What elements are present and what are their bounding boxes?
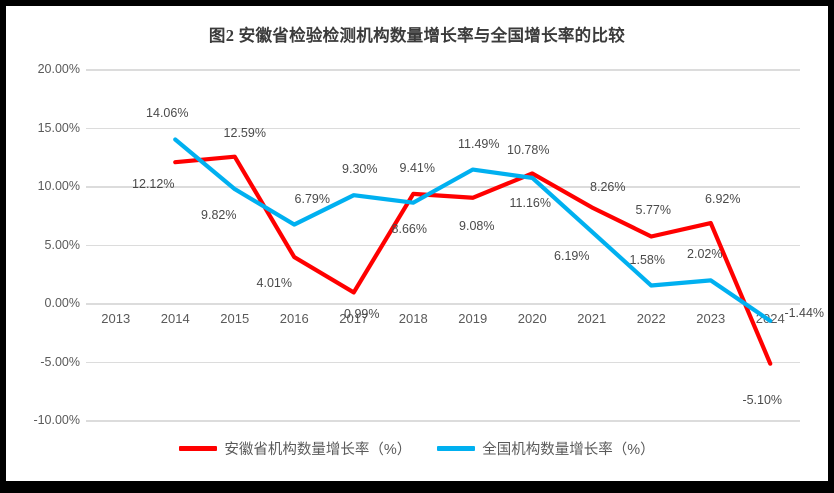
x-axis-tick-label: 2020 xyxy=(517,311,547,326)
y-axis-tick-label: 10.00% xyxy=(37,179,80,193)
series-line xyxy=(173,154,773,366)
data-point-label: 4.01% xyxy=(256,276,292,291)
legend-label: 安徽省机构数量增长率（%） xyxy=(224,442,412,458)
legend-label: 全国机构数量增长率（%） xyxy=(482,442,655,458)
data-point-label: 11.16% xyxy=(509,196,551,211)
data-point-label: 6.79% xyxy=(294,191,330,206)
y-axis-tick-label: 20.00% xyxy=(37,62,80,76)
x-axis-tick-label: 2022 xyxy=(636,311,666,326)
gridline xyxy=(86,303,800,305)
data-point-label: 5.77% xyxy=(635,203,671,218)
data-point-label: 6.19% xyxy=(554,248,590,263)
data-point-label: -5.10% xyxy=(742,392,783,407)
x-axis-tick-label: 2013 xyxy=(101,311,131,326)
x-axis-tick-label: 2023 xyxy=(696,311,726,326)
y-axis-tick-label: -10.00% xyxy=(33,413,80,427)
data-point-label: -1.44% xyxy=(784,305,825,320)
series-line xyxy=(173,137,773,323)
data-point-label: 9.41% xyxy=(399,160,435,175)
y-axis-tick-label: -5.00% xyxy=(40,354,80,369)
x-axis-tick-label: 2014 xyxy=(160,311,190,326)
data-point-label: 6.92% xyxy=(705,192,741,207)
gridline xyxy=(86,244,800,247)
data-point-label: 2.02% xyxy=(687,247,723,262)
data-point-label: 9.82% xyxy=(201,208,237,223)
data-point-label: 14.06% xyxy=(146,106,189,121)
x-axis-tick-label: 2018 xyxy=(398,311,428,326)
chart-title: 图2 安徽省检验检测机构数量增长率与全国增长率的比较 xyxy=(208,26,626,45)
gridline xyxy=(86,127,800,130)
data-point-label: 0.99% xyxy=(344,307,380,322)
chart-container: 图2 安徽省检验检测机构数量增长率与全国增长率的比较 -10.00% -5.00%… xyxy=(6,6,828,481)
legend-item[interactable]: 安徽省机构数量增长率（%） xyxy=(179,438,411,459)
x-axis-tick-label: 2016 xyxy=(279,311,309,326)
data-point-label: 9.08% xyxy=(459,218,495,233)
chart-legend: 安徽省机构数量增长率（%） 全国机构数量增长率（%） xyxy=(6,438,828,459)
y-axis-tick-label: 0.00% xyxy=(44,296,80,310)
gridline xyxy=(86,361,800,364)
legend-color-swatch xyxy=(437,446,476,451)
x-axis-tick-label: 2019 xyxy=(458,311,488,326)
gridline xyxy=(86,69,800,71)
data-point-label: 10.78% xyxy=(507,142,550,157)
legend-color-swatch xyxy=(179,446,218,451)
legend-item[interactable]: 全国机构数量增长率（%） xyxy=(437,438,655,459)
y-axis-tick-label: 15.00% xyxy=(37,120,80,135)
data-point-label: 11.49% xyxy=(458,136,500,151)
data-point-label: 1.58% xyxy=(629,252,665,267)
x-axis-tick-label: 2017 xyxy=(339,311,369,326)
x-axis-tick-label: 2015 xyxy=(220,311,250,326)
series-lines xyxy=(173,137,773,366)
data-point-label: 12.59% xyxy=(223,125,266,140)
data-point-label: 9.30% xyxy=(342,162,378,177)
plot-area: 12.12% 12.59% 4.01% 0.99% 9.41% 9.08% 11.16% 8.… xyxy=(86,69,824,422)
data-point-label: 8.66% xyxy=(391,221,427,236)
data-point-label: 8.26% xyxy=(590,180,626,195)
x-axis-tick-label: 2021 xyxy=(577,311,607,326)
gridline xyxy=(86,420,800,422)
y-axis-tick-label: 5.00% xyxy=(44,237,80,252)
data-point-label: 12.12% xyxy=(132,177,175,192)
